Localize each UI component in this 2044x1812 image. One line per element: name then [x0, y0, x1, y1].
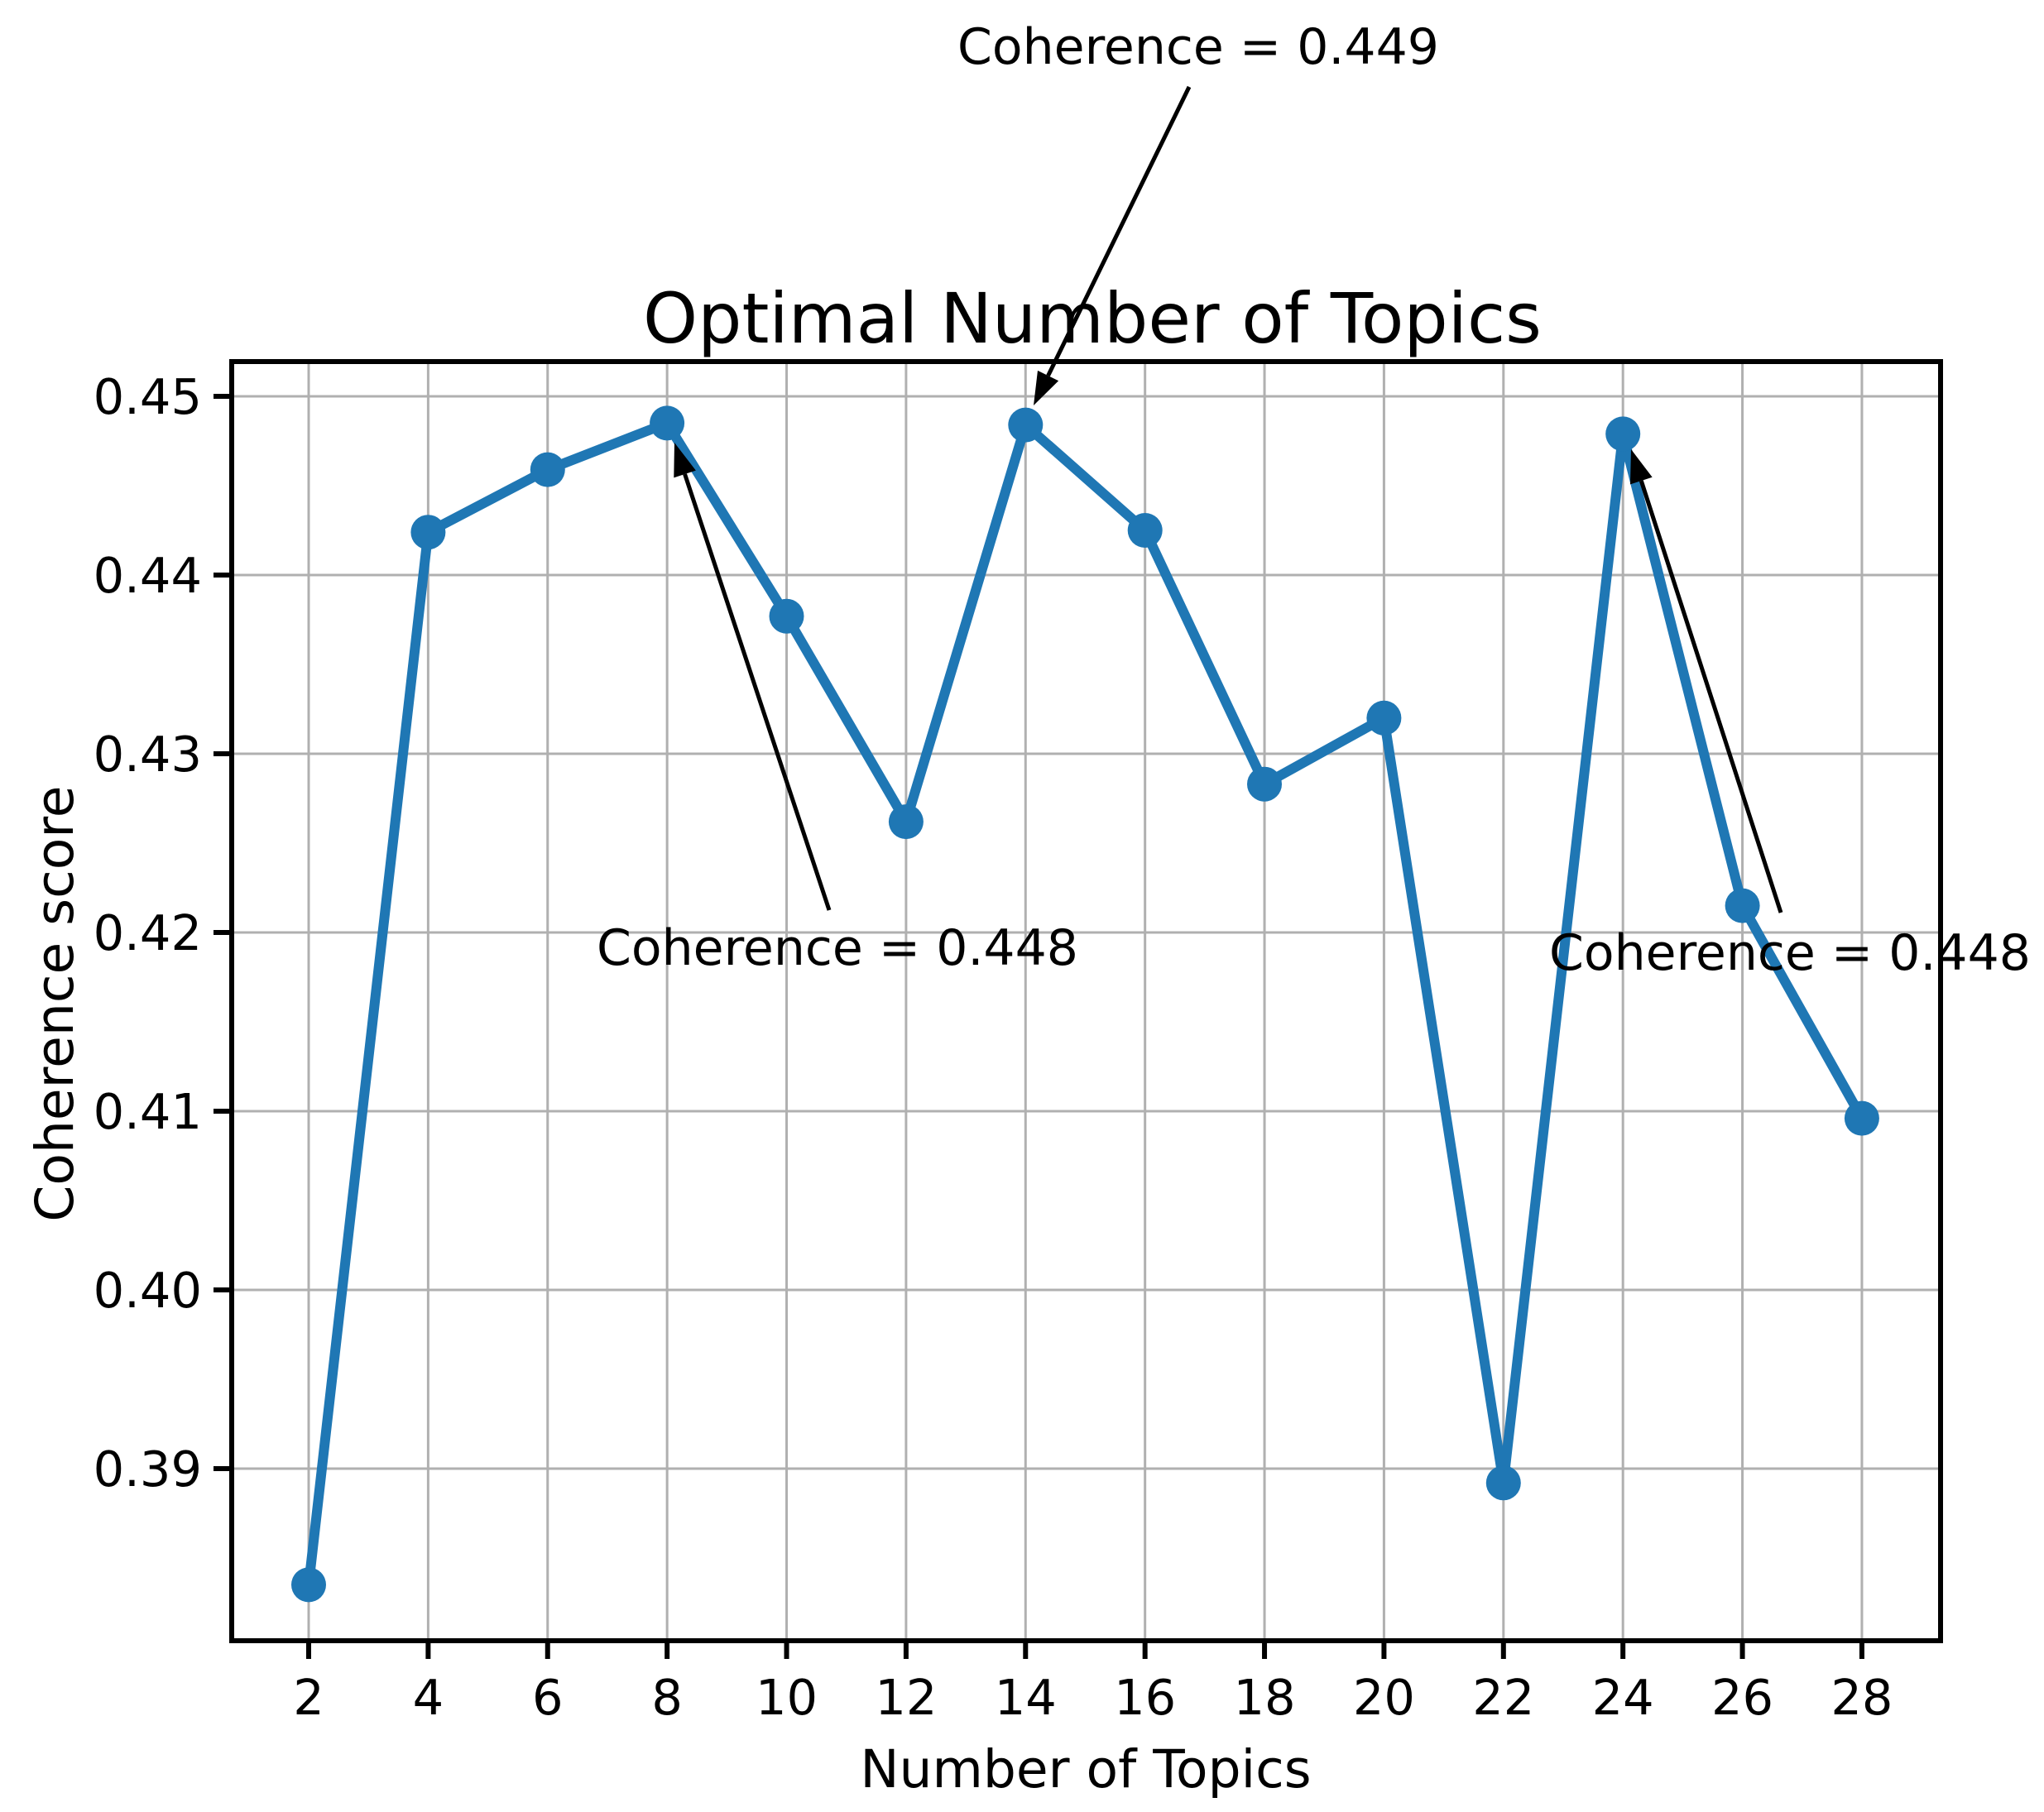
x-tick-label: 8 [651, 1669, 683, 1726]
y-tick-label: 0.41 [94, 1083, 202, 1140]
x-tick-label: 4 [413, 1669, 444, 1726]
data-point-marker [1605, 416, 1641, 452]
chart-title: Optimal Number of Topics [643, 278, 1542, 359]
x-tick-label: 16 [1114, 1669, 1176, 1726]
data-point-marker [291, 1567, 326, 1603]
data-point-marker [1485, 1465, 1521, 1501]
data-point-marker [1844, 1100, 1879, 1136]
x-tick-label: 24 [1592, 1669, 1654, 1726]
y-tick-label: 0.43 [94, 726, 202, 783]
x-tick-label: 28 [1830, 1669, 1893, 1726]
data-point-marker [1008, 407, 1044, 443]
data-point-marker [1725, 888, 1760, 923]
x-tick-label: 10 [756, 1669, 818, 1726]
x-tick-label: 12 [875, 1669, 937, 1726]
annotation-coherence-0-448-left: Coherence = 0.448 [597, 919, 1078, 977]
data-point-marker [769, 598, 804, 634]
annotation-arrowhead [1034, 370, 1059, 405]
gridlines [232, 362, 1941, 1641]
data-point-marker [888, 804, 924, 840]
axis-tick-marks [214, 394, 1864, 1659]
annotation-arrow-shaft [1046, 85, 1192, 377]
x-tick-label: 20 [1353, 1669, 1415, 1726]
annotation-arrowhead [1629, 449, 1653, 485]
y-tick-label: 0.45 [94, 368, 202, 425]
data-point-marker [1366, 700, 1402, 736]
x-tick-label: 14 [995, 1669, 1057, 1726]
x-tick-label: 6 [532, 1669, 564, 1726]
annotation-arrows [674, 85, 1783, 913]
plot-frame [229, 359, 1943, 1643]
y-tick-label: 0.44 [94, 547, 202, 604]
annotation-arrowhead [674, 443, 696, 478]
data-point-marker [650, 405, 685, 441]
x-tick-labels: 2 4 6 8 10 12 14 16 18 20 22 24 26 28 [293, 1669, 1893, 1726]
annotation-coherence-0-449: Coherence = 0.449 [957, 18, 1439, 76]
data-point-marker [1127, 513, 1163, 548]
annotation-arrow-shaft [1639, 480, 1783, 913]
x-tick-label: 18 [1234, 1669, 1296, 1726]
x-tick-label: 22 [1472, 1669, 1534, 1726]
y-tick-labels: 0.39 0.40 0.41 0.42 0.43 0.44 0.45 [94, 368, 202, 1498]
x-axis-label: Number of Topics [860, 1739, 1311, 1800]
y-tick-label: 0.42 [94, 904, 202, 961]
data-point-marker [410, 515, 446, 550]
y-tick-label: 0.40 [94, 1262, 202, 1319]
x-tick-label: 2 [293, 1669, 324, 1726]
y-axis-label: Coherence score [25, 785, 85, 1221]
annotation-coherence-0-448-right: Coherence = 0.448 [1549, 924, 2031, 982]
data-point-markers [291, 405, 1879, 1603]
data-point-marker [1247, 766, 1282, 802]
coherence-series-line [304, 418, 1867, 1590]
y-tick-label: 0.39 [94, 1440, 202, 1498]
x-tick-label: 26 [1711, 1669, 1773, 1726]
data-point-marker [530, 452, 565, 487]
annotation-arrow-shaft [683, 473, 832, 911]
